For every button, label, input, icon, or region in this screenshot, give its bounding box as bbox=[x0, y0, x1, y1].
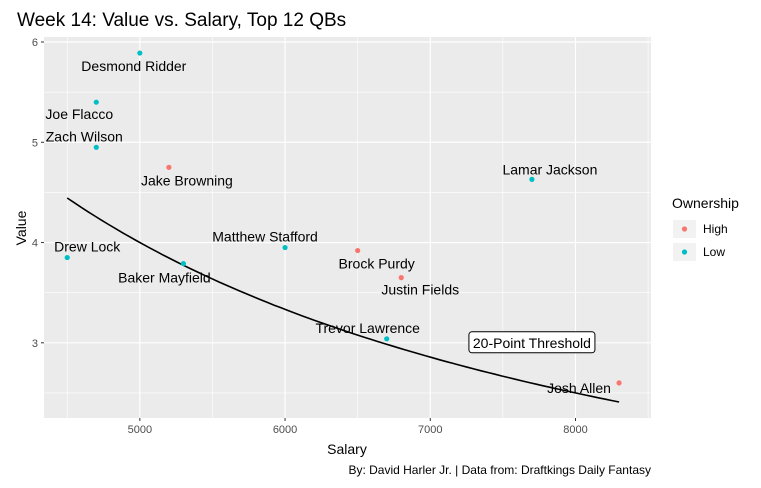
legend-label: High bbox=[703, 222, 728, 236]
point bbox=[93, 144, 99, 150]
legend: Ownership High Low bbox=[672, 195, 739, 261]
legend-dot bbox=[681, 249, 688, 255]
point-label: Lamar Jackson bbox=[502, 161, 597, 177]
x-tick-label: 7000 bbox=[418, 424, 442, 436]
threshold-annotation: 20-Point Threshold bbox=[468, 331, 596, 354]
y-tick-label: 4 bbox=[32, 238, 38, 250]
point-label: Matthew Stafford bbox=[212, 229, 318, 245]
legend-dot bbox=[681, 226, 688, 232]
point bbox=[529, 176, 535, 182]
point-labels: Desmond Ridder Joe Flacco Zach Wilson Jake … bbox=[45, 58, 611, 396]
point-label: Joe Flacco bbox=[45, 106, 113, 122]
x-axis-title: Salary bbox=[327, 441, 367, 457]
plot-panel bbox=[44, 37, 651, 418]
point bbox=[384, 336, 390, 342]
y-tick-label: 5 bbox=[32, 137, 38, 149]
point bbox=[616, 380, 622, 386]
points bbox=[64, 50, 622, 386]
threshold-curve bbox=[66, 197, 620, 403]
chart-title: Week 14: Value vs. Salary, Top 12 QBs bbox=[17, 10, 346, 31]
point-label: Drew Lock bbox=[54, 239, 121, 255]
point bbox=[137, 50, 143, 56]
y-axis-title: Value bbox=[13, 210, 29, 245]
point bbox=[282, 244, 288, 251]
legend-label: Low bbox=[703, 245, 725, 259]
x-tick-label: 6000 bbox=[273, 424, 297, 436]
point bbox=[93, 99, 99, 105]
point-label: Brock Purdy bbox=[339, 256, 415, 272]
point-label: Josh Allen bbox=[547, 380, 611, 396]
grid-minor bbox=[44, 37, 651, 418]
caption: By: David Harler Jr. | Data from: Draftk… bbox=[348, 463, 651, 477]
point bbox=[398, 275, 404, 281]
x-axis: 5000 6000 7000 8000 bbox=[128, 418, 588, 436]
y-tick-label: 3 bbox=[32, 338, 38, 350]
threshold-label: 20-Point Threshold bbox=[473, 335, 591, 351]
point-label: Desmond Ridder bbox=[81, 58, 186, 74]
point bbox=[355, 247, 361, 254]
threshold-label-box bbox=[468, 331, 596, 354]
point bbox=[64, 254, 70, 261]
legend-title: Ownership bbox=[672, 195, 739, 211]
x-tick-label: 8000 bbox=[563, 424, 587, 436]
y-axis: 3 4 5 6 bbox=[32, 37, 44, 350]
point bbox=[166, 164, 172, 170]
point-label: Justin Fields bbox=[381, 282, 459, 298]
point-label: Jake Browning bbox=[141, 172, 233, 188]
point-label: Trevor Lawrence bbox=[315, 320, 420, 336]
point-label: Zach Wilson bbox=[46, 128, 123, 144]
point bbox=[180, 260, 187, 267]
x-tick-label: 5000 bbox=[128, 424, 152, 436]
y-tick-label: 6 bbox=[32, 37, 38, 49]
point-label: Baker Mayfield bbox=[118, 270, 211, 286]
